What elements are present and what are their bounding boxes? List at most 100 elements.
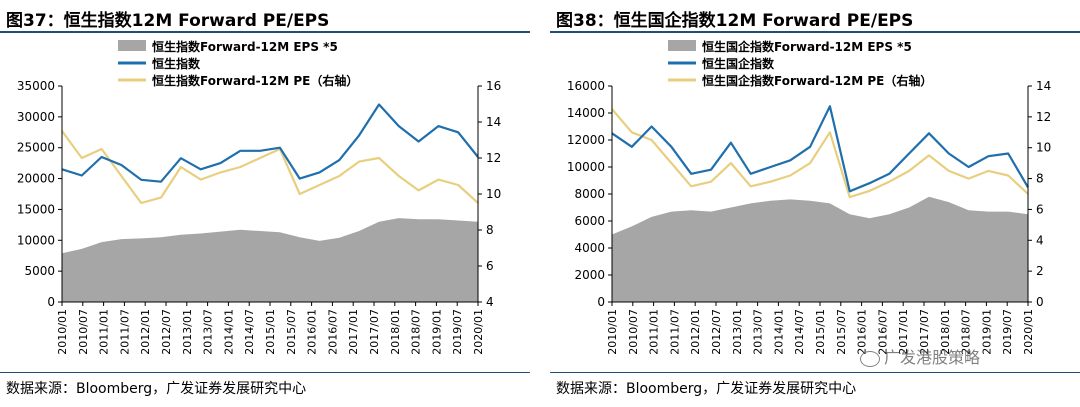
legend-label: 恒生国企指数Forward-12M PE（右轴）: [702, 73, 932, 88]
left-tick-label: 30000: [17, 110, 55, 124]
watermark-text: 广发港股策略: [884, 348, 981, 367]
right-tick-label: 16: [486, 79, 501, 93]
right-tick-label: 12: [1036, 110, 1051, 124]
x-tick-label: 2020/01: [1022, 309, 1035, 355]
right-tick-label: 8: [486, 223, 494, 237]
source-divider: [0, 372, 530, 373]
right-tick-label: 2: [1036, 264, 1044, 278]
chart-panel-hscei: 图38：恒生国企指数12M Forward PE/EPS 恒生国企指数Forwa…: [550, 0, 1080, 407]
left-tick-label: 2000: [574, 268, 605, 282]
left-tick-label: 8000: [574, 187, 605, 201]
legend-label: 恒生指数Forward-12M PE（右轴）: [152, 73, 358, 88]
title-divider: [0, 31, 530, 33]
right-tick-label: 6: [486, 259, 494, 273]
left-tick-label: 5000: [24, 264, 55, 278]
legend-swatch-area: [118, 40, 146, 51]
right-tick-label: 10: [486, 187, 501, 201]
x-tick-label: 2016/01: [306, 309, 319, 355]
x-tick-label: 2012/01: [689, 309, 702, 355]
x-tick-label: 2017/07: [368, 309, 381, 355]
left-tick-label: 15000: [17, 202, 55, 216]
data-source: 数据来源：Bloomberg，广发证券发展研究中心: [556, 381, 857, 397]
chart-title: 图38：恒生国企指数12M Forward PE/EPS: [556, 11, 914, 31]
legend-label: 恒生指数: [152, 56, 201, 71]
left-tick-label: 25000: [17, 141, 55, 155]
x-tick-label: 2020/01: [472, 309, 485, 355]
x-tick-label: 2011/07: [118, 309, 131, 355]
x-tick-label: 2010/07: [77, 309, 90, 355]
watermark: 广发港股策略: [860, 344, 980, 368]
x-tick-label: 2013/07: [752, 309, 765, 355]
x-tick-label: 2016/07: [326, 309, 339, 355]
x-tick-label: 2015/07: [835, 309, 848, 355]
source-divider: [550, 372, 1080, 373]
x-tick-label: 2019/01: [980, 309, 993, 355]
left-tick-label: 6000: [574, 214, 605, 228]
x-tick-label: 2010/01: [606, 309, 619, 355]
x-tick-label: 2013/07: [202, 309, 215, 355]
x-tick-label: 2016/07: [876, 309, 889, 355]
x-tick-label: 2012/01: [139, 309, 152, 355]
left-tick-label: 0: [597, 295, 605, 309]
left-tick-label: 10000: [567, 160, 605, 174]
left-tick-label: 10000: [17, 233, 55, 247]
hsi-chart: 恒生指数Forward-12M EPS *5 恒生指数恒生指数Forward-12…: [17, 39, 501, 355]
right-tick-label: 14: [486, 115, 501, 129]
x-tick-label: 2013/01: [181, 309, 194, 355]
series-index-line: [611, 105, 1029, 193]
legend-label: 恒生指数Forward-12M EPS *5: [152, 39, 338, 54]
x-tick-label: 2015/01: [814, 309, 827, 355]
x-tick-label: 2011/01: [98, 309, 111, 355]
right-tick-label: 4: [486, 295, 494, 309]
x-tick-label: 2019/07: [1001, 309, 1014, 355]
x-tick-label: 2018/07: [410, 309, 423, 355]
series-pe-line: [611, 108, 1029, 199]
x-tick-label: 2017/01: [347, 309, 360, 355]
left-tick-label: 4000: [574, 241, 605, 255]
series-index-line: [61, 103, 479, 183]
x-tick-label: 2014/01: [772, 309, 785, 355]
x-tick-label: 2010/07: [627, 309, 640, 355]
left-tick-label: 12000: [567, 133, 605, 147]
legend-label: 恒生国企指数: [702, 56, 775, 71]
x-tick-label: 2014/07: [243, 309, 256, 355]
x-tick-label: 2018/07: [960, 309, 973, 355]
right-tick-label: 14: [1036, 79, 1051, 93]
left-tick-label: 0: [47, 295, 55, 309]
right-tick-label: 4: [1036, 233, 1044, 247]
right-tick-label: 0: [1036, 295, 1044, 309]
x-tick-label: 2014/07: [793, 309, 806, 355]
x-tick-label: 2018/01: [389, 309, 402, 355]
left-tick-label: 14000: [567, 106, 605, 120]
right-tick-label: 12: [486, 151, 501, 165]
x-tick-label: 2013/01: [731, 309, 744, 355]
x-tick-label: 2018/01: [939, 309, 952, 355]
x-tick-label: 2019/01: [430, 309, 443, 355]
x-tick-label: 2017/01: [897, 309, 910, 355]
legend-label: 恒生国企指数Forward-12M EPS *5: [702, 39, 912, 54]
hscei-chart: 恒生国企指数Forward-12M EPS *5 恒生国企指数恒生国企指数Forw…: [567, 39, 1051, 355]
legend-swatch-area: [668, 40, 696, 51]
data-source: 数据来源：Bloomberg，广发证券发展研究中心: [6, 381, 307, 397]
series-eps-area: [62, 218, 478, 302]
left-tick-label: 20000: [17, 172, 55, 186]
title-divider: [550, 31, 1080, 33]
series-pe-line: [61, 130, 479, 205]
x-tick-label: 2010/01: [56, 309, 69, 355]
chart-title: 图37：恒生指数12M Forward PE/EPS: [6, 11, 330, 31]
x-tick-label: 2014/01: [222, 309, 235, 355]
left-tick-label: 35000: [17, 79, 55, 93]
x-tick-label: 2016/01: [856, 309, 869, 355]
x-tick-label: 2017/07: [918, 309, 931, 355]
x-tick-label: 2015/07: [285, 309, 298, 355]
wechat-icon: [860, 350, 880, 367]
x-tick-label: 2015/01: [264, 309, 277, 355]
series-eps-area: [612, 196, 1028, 302]
left-tick-label: 16000: [567, 79, 605, 93]
right-tick-label: 6: [1036, 202, 1044, 216]
right-tick-label: 8: [1036, 172, 1044, 186]
x-tick-label: 2019/07: [451, 309, 464, 355]
x-tick-label: 2012/07: [160, 309, 173, 355]
x-tick-label: 2011/01: [648, 309, 661, 355]
right-tick-label: 10: [1036, 141, 1051, 155]
